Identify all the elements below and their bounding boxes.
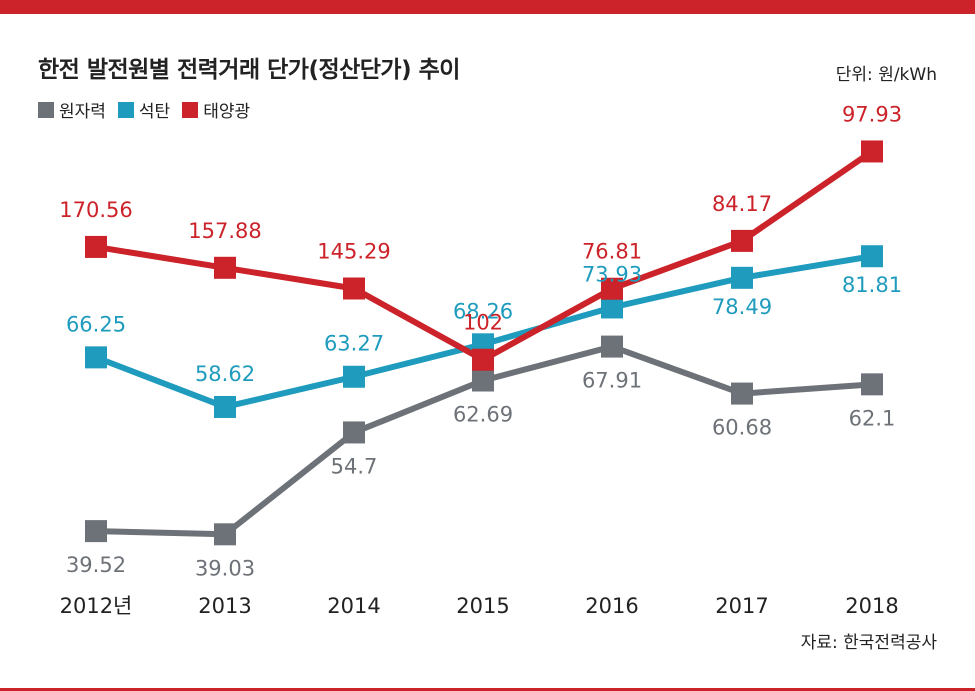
data-label-nuclear: 62.69 bbox=[453, 403, 513, 427]
series-nuclear bbox=[85, 335, 883, 546]
marker-nuclear bbox=[861, 373, 883, 396]
x-tick-label: 2016 bbox=[585, 594, 638, 618]
data-label-nuclear: 67.91 bbox=[582, 369, 642, 393]
x-tick-label: 2012년 bbox=[60, 594, 133, 618]
data-label-nuclear: 39.03 bbox=[195, 556, 255, 580]
marker-nuclear bbox=[731, 382, 753, 405]
marker-nuclear bbox=[85, 520, 107, 543]
series-coal bbox=[85, 245, 883, 418]
legend-item-nuclear: 원자력 bbox=[38, 97, 106, 122]
data-label-nuclear: 54.7 bbox=[331, 454, 378, 478]
x-tick-label: 2015 bbox=[456, 594, 509, 618]
data-label-solar: 170.56 bbox=[59, 198, 132, 222]
marker-nuclear bbox=[343, 421, 365, 444]
marker-solar bbox=[601, 277, 623, 300]
data-label-coal: 68.26 bbox=[453, 299, 513, 323]
marker-coal bbox=[601, 296, 623, 319]
legend: 원자력 석탄 태양광 bbox=[38, 97, 262, 122]
data-label-solar: 145.29 bbox=[317, 239, 390, 263]
data-label-solar: 84.17 bbox=[712, 192, 772, 216]
marker-coal bbox=[214, 395, 236, 418]
data-label-coal: 81.81 bbox=[842, 273, 902, 297]
x-tick-label: 2013 bbox=[198, 594, 251, 618]
chart-title: 한전 발전원별 전력거래 단가(정산단가) 추이 bbox=[38, 57, 460, 83]
x-tick-label: 2014 bbox=[327, 594, 380, 618]
data-label-solar: 102 bbox=[463, 311, 503, 335]
marker-solar bbox=[85, 235, 107, 258]
marker-coal bbox=[343, 365, 365, 388]
bottom-accent-line bbox=[0, 688, 975, 691]
legend-swatch-coal bbox=[117, 101, 134, 118]
legend-label-solar: 태양광 bbox=[203, 102, 251, 122]
unit-label: 단위: 원/kWh bbox=[835, 65, 937, 85]
legend-item-coal: 석탄 bbox=[117, 97, 171, 122]
marker-coal bbox=[731, 266, 753, 289]
marker-nuclear bbox=[472, 369, 494, 392]
data-label-nuclear: 60.68 bbox=[712, 416, 772, 440]
data-label-coal: 58.62 bbox=[195, 362, 255, 386]
source-note: 자료: 한국전력공사 bbox=[800, 633, 937, 653]
data-label-coal: 66.25 bbox=[66, 312, 126, 336]
marker-solar bbox=[214, 256, 236, 279]
marker-nuclear bbox=[214, 523, 236, 546]
marker-nuclear bbox=[601, 335, 623, 358]
legend-label-coal: 석탄 bbox=[138, 102, 171, 122]
data-label-coal: 73.93 bbox=[582, 262, 642, 286]
marker-solar bbox=[343, 277, 365, 300]
legend-item-solar: 태양광 bbox=[182, 97, 250, 122]
marker-solar bbox=[861, 140, 883, 163]
data-label-solar: 97.93 bbox=[842, 102, 902, 126]
data-label-solar: 157.88 bbox=[188, 219, 261, 243]
legend-swatch-nuclear bbox=[38, 101, 54, 118]
legend-label-nuclear: 원자력 bbox=[59, 102, 106, 122]
marker-solar bbox=[731, 229, 753, 252]
data-label-nuclear: 39.52 bbox=[66, 553, 126, 577]
x-tick-label: 2018 bbox=[845, 594, 898, 618]
data-label-solar: 76.81 bbox=[582, 240, 642, 264]
x-tick-label: 2017 bbox=[715, 594, 768, 618]
legend-swatch-solar bbox=[182, 101, 199, 118]
data-label-coal: 63.27 bbox=[324, 332, 384, 356]
top-accent-bar bbox=[0, 0, 975, 14]
series-solar bbox=[85, 140, 883, 371]
data-label-nuclear: 62.1 bbox=[849, 406, 896, 430]
marker-coal bbox=[85, 346, 107, 369]
marker-solar bbox=[472, 348, 494, 371]
data-label-coal: 78.49 bbox=[712, 295, 772, 319]
marker-coal bbox=[861, 245, 883, 268]
